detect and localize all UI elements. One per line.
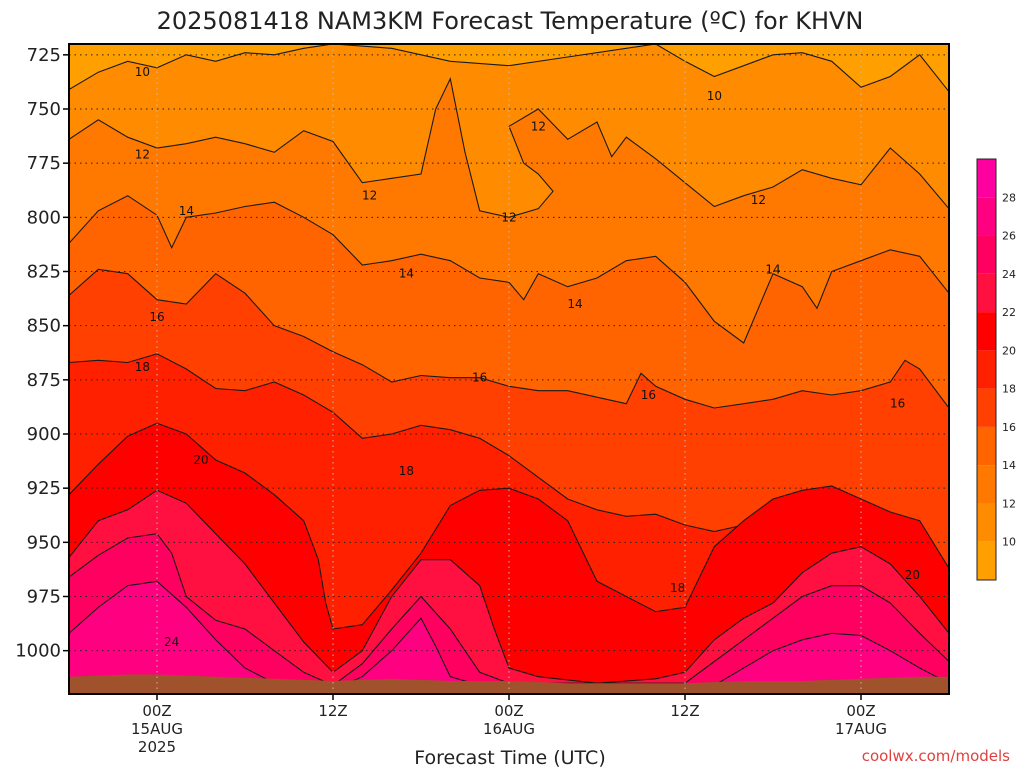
x-tick-label: 00Z [846, 702, 875, 720]
x-tick-label: 16AUG [483, 720, 535, 738]
y-tick-label: 875 [27, 370, 61, 391]
contour-label: 12 [531, 119, 546, 133]
x-tick-label: 12Z [670, 702, 699, 720]
y-tick-label: 725 [27, 45, 61, 66]
contour-14 [69, 195, 949, 344]
band-24 [69, 533, 949, 694]
y-tick-label: 975 [27, 587, 61, 608]
y-tick-label: 800 [27, 207, 61, 228]
colorbar-segment [977, 465, 996, 504]
colorbar-segment [977, 273, 996, 313]
colorbar-frame [976, 158, 997, 581]
y-tick-label: 900 [27, 424, 61, 445]
contour-label: 20 [905, 568, 920, 582]
y-axis: 725 750 775 800 825 850 875 900 925 950 975 1000 [15, 45, 69, 662]
contour-label: 14 [179, 204, 194, 218]
contour-labels: 10 10 12 12 12 12 12 14 14 14 14 16 16 16 16 18 18 18 20 20… [135, 65, 920, 649]
colorbar-segment [977, 159, 996, 198]
y-tick-label: 850 [27, 316, 61, 337]
contour-label: 16 [890, 397, 905, 411]
x-tick-label: 17AUG [835, 720, 887, 738]
contour-label: 14 [765, 262, 780, 276]
contour-label: 18 [135, 360, 150, 374]
contour-20 [69, 422, 949, 630]
x-tick-label: 2025 [138, 738, 176, 756]
contour-label: 18 [670, 581, 685, 595]
contour-10 [69, 44, 949, 93]
contour-label: 16 [472, 371, 487, 385]
y-tick-label: 775 [27, 153, 61, 174]
contour-label: 10 [707, 89, 722, 103]
y-tick-label: 750 [27, 99, 61, 120]
contour-12 [69, 76, 949, 218]
colorbar-tick-label: 26 [1002, 230, 1016, 243]
colorbar-segment [977, 235, 996, 274]
x-tick-label: 00Z [142, 702, 171, 720]
ground-surface [69, 674, 949, 694]
colorbar-segment [977, 388, 996, 427]
band-22 [69, 490, 949, 694]
colorbar-segment [977, 503, 996, 542]
colorbar: 10 12 14 16 18 20 22 24 26 28 [976, 158, 1016, 581]
colorbar-segment [977, 426, 996, 466]
contour-16 [69, 268, 949, 409]
chart-title: 2025081418 NAM3KM Forecast Temperature (… [157, 7, 864, 35]
colorbar-tick-label: 20 [1002, 344, 1016, 357]
contour-label: 12 [362, 189, 377, 203]
x-tick-label: 15AUG [131, 720, 183, 738]
colorbar-segment [977, 541, 996, 580]
colorbar-segment [977, 312, 996, 351]
contour-label: 14 [567, 297, 582, 311]
contour-label: 16 [149, 310, 164, 324]
colorbar-segment [977, 350, 996, 389]
y-tick-label: 925 [27, 478, 61, 499]
colorbar-tick-label: 24 [1002, 268, 1016, 281]
contour-label: 18 [399, 464, 414, 478]
contour-label: 14 [399, 267, 414, 281]
colorbar-tick-label: 12 [1002, 497, 1016, 510]
x-tick-label: 00Z [494, 702, 523, 720]
y-tick-label: 1000 [15, 641, 61, 662]
contour-label: 24 [164, 635, 179, 649]
colorbar-tick-label: 10 [1002, 536, 1016, 549]
contour-label: 10 [135, 65, 150, 79]
colorbar-tick-label: 28 [1002, 191, 1016, 204]
colorbar-tick-label: 16 [1002, 421, 1016, 434]
contour-label: 12 [501, 210, 516, 224]
credit-link[interactable]: coolwx.com/models [862, 747, 1010, 765]
colorbar-tick-label: 14 [1002, 459, 1016, 472]
colorbar-segment [977, 197, 996, 236]
contour-label: 12 [751, 193, 766, 207]
contour-26 [69, 580, 949, 691]
y-tick-label: 950 [27, 532, 61, 553]
contour-22 [69, 489, 949, 684]
x-axis-label: Forecast Time (UTC) [414, 747, 605, 768]
colorbar-tick-label: 22 [1002, 306, 1016, 319]
contour-label: 12 [135, 148, 150, 162]
contour-label: 16 [641, 388, 656, 402]
colorbar-tick-label: 18 [1002, 383, 1016, 396]
contour-label: 20 [193, 453, 208, 467]
y-tick-label: 825 [27, 262, 61, 283]
grid-lines [69, 44, 949, 694]
x-tick-label: 12Z [318, 702, 347, 720]
